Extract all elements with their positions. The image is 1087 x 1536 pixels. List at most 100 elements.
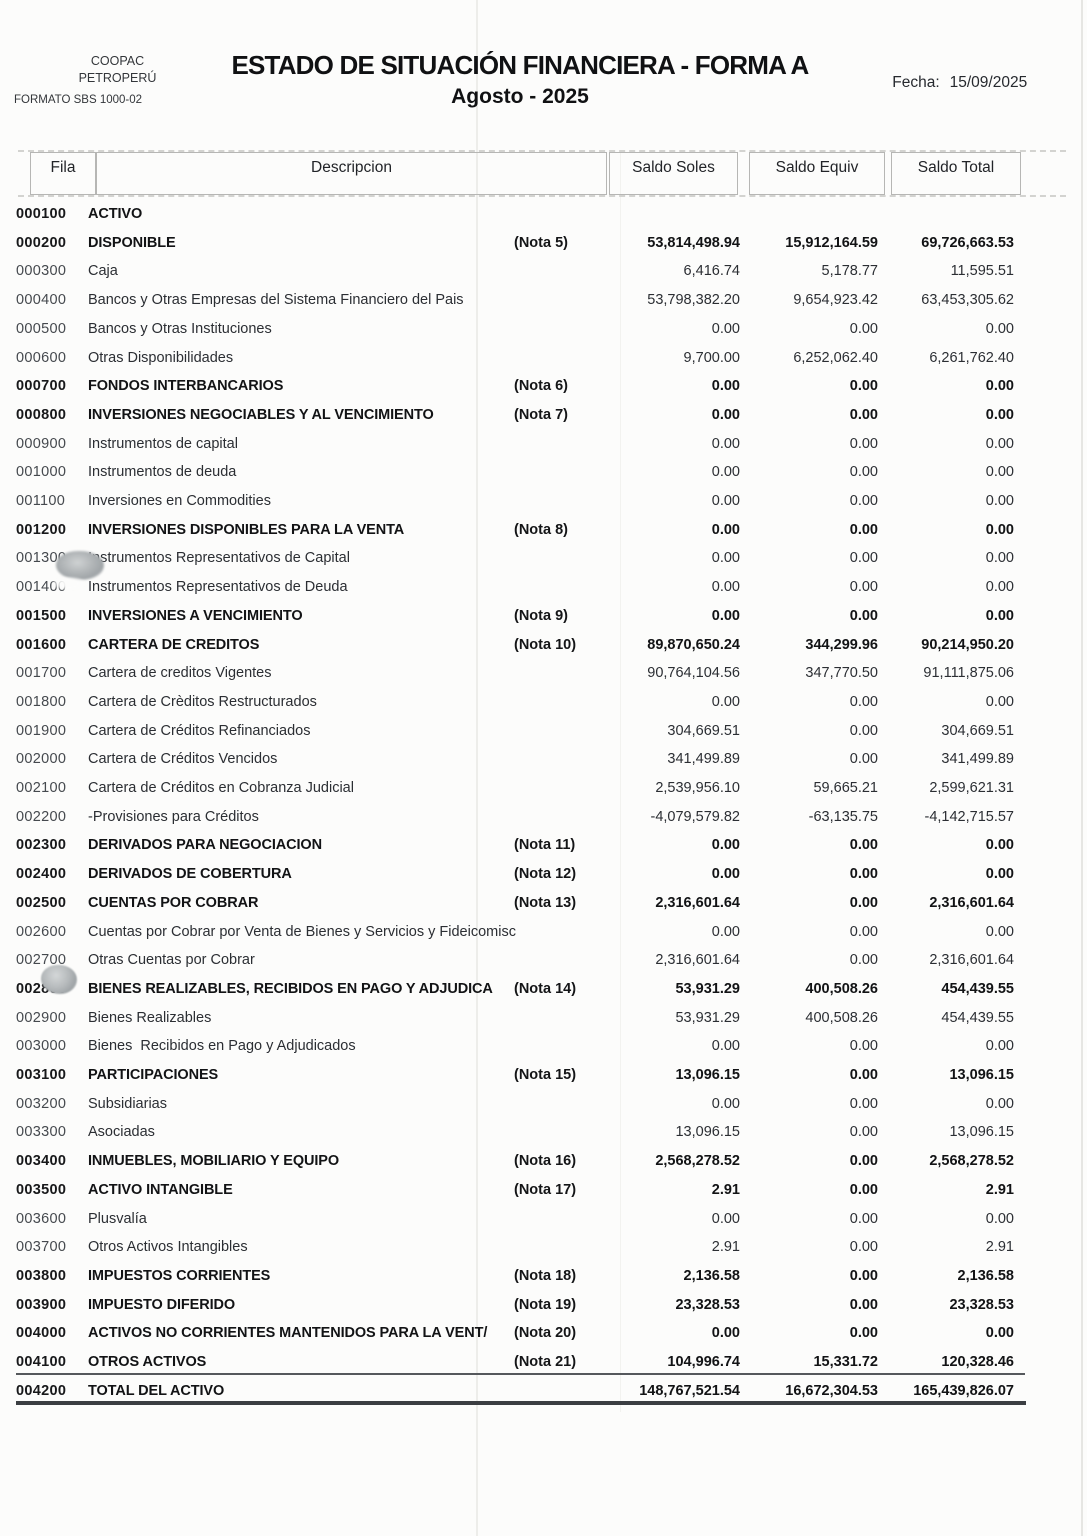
- table-row: 000100 ACTIVO: [0, 200, 1087, 229]
- row-saldo-equiv: 0.00: [849, 952, 878, 969]
- report-date: Fecha: 15/09/2025: [875, 56, 1075, 110]
- row-saldo-soles: 23,328.53: [675, 1296, 740, 1313]
- row-saldo-equiv: 0.00: [849, 550, 878, 567]
- table-row: 001800 Cartera de Crèditos Restructurado…: [0, 688, 1087, 717]
- table-row: 002300 DERIVADOS PARA NEGOCIACION (Nota …: [0, 831, 1087, 860]
- row-desc: Bienes Recibidos en Pago y Adjudicados: [88, 1038, 356, 1055]
- row-desc: Plusvalía: [88, 1210, 147, 1227]
- row-code: 000200: [16, 234, 67, 251]
- row-saldo-soles: 0.00: [711, 923, 740, 940]
- row-saldo-total: 304,669.51: [941, 722, 1014, 739]
- row-code: 003600: [16, 1210, 67, 1227]
- row-saldo-equiv: 0.00: [849, 693, 878, 710]
- row-nota: (Nota 9): [514, 607, 568, 624]
- row-saldo-soles: -4,079,579.82: [650, 808, 741, 825]
- row-code: 004000: [16, 1325, 67, 1342]
- row-code: 000900: [16, 435, 67, 452]
- row-code: 004100: [16, 1354, 67, 1370]
- row-saldo-equiv: 400,508.26: [805, 980, 878, 997]
- row-saldo-equiv: 0.00: [849, 1124, 878, 1141]
- row-nota: (Nota 18): [514, 1267, 577, 1284]
- row-saldo-total: 0.00: [985, 320, 1014, 337]
- row-desc: Otras Disponibilidades: [88, 349, 234, 366]
- row-desc: Otros Activos Intangibles: [88, 1239, 248, 1256]
- row-code: 002000: [16, 751, 67, 768]
- row-saldo-equiv: 0.00: [849, 435, 878, 452]
- row-saldo-total: 0.00: [985, 521, 1014, 538]
- row-saldo-equiv: 0.00: [849, 579, 878, 596]
- row-code: 002700: [16, 952, 67, 969]
- table-row: 002100 Cartera de Créditos en Cobranza J…: [0, 774, 1087, 803]
- row-desc: Otras Cuentas por Cobrar: [88, 952, 255, 969]
- row-saldo-equiv: 6,252,062.40: [793, 349, 878, 366]
- table-row: 001400 Instrumentos Representativos de D…: [0, 573, 1087, 602]
- table-row: 000500 Bancos y Otras Instituciones 0.00…: [0, 315, 1087, 344]
- format-label: FORMATO SBS 1000-02: [14, 94, 143, 106]
- row-saldo-soles: 53,814,498.94: [647, 234, 740, 251]
- row-saldo-equiv: 5,178.77: [821, 263, 878, 280]
- row-code: 000700: [16, 378, 67, 395]
- row-nota: (Nota 7): [514, 406, 568, 423]
- row-saldo-equiv: 0.00: [849, 894, 878, 911]
- row-saldo-total: 90,214,950.20: [921, 636, 1014, 653]
- row-saldo-total: 2,599,621.31: [929, 780, 1014, 796]
- table-row: 004200 TOTAL DEL ACTIVO 148,767,521.54 1…: [0, 1377, 1087, 1406]
- row-saldo-soles: 0.00: [711, 464, 740, 481]
- vertical-fold-line: [476, 0, 478, 1536]
- table-row: 003600 Plusvalía 0.00 0.00 0.00: [0, 1205, 1087, 1234]
- row-desc: OTROS ACTIVOS: [88, 1354, 207, 1370]
- row-desc: Cartera de Créditos Refinanciados: [88, 722, 311, 739]
- row-code: 001600: [16, 636, 67, 653]
- row-saldo-equiv: 16,672,304.53: [785, 1382, 878, 1399]
- row-saldo-total: 63,453,305.62: [921, 292, 1014, 309]
- row-desc: Caja: [88, 263, 118, 280]
- row-saldo-total: 0.00: [985, 550, 1014, 567]
- row-saldo-soles: 9,700.00: [683, 349, 740, 366]
- row-code: 003500: [16, 1181, 67, 1198]
- row-saldo-equiv: 0.00: [849, 521, 878, 538]
- row-code: 000600: [16, 349, 67, 366]
- paper-edge-line: [1081, 0, 1083, 1536]
- row-saldo-total: 0.00: [985, 693, 1014, 710]
- row-desc: Bancos y Otras Instituciones: [88, 320, 272, 337]
- row-nota: (Nota 17): [514, 1181, 577, 1198]
- row-saldo-soles: 2,136.58: [683, 1267, 740, 1284]
- table-row: 000400 Bancos y Otras Empresas del Siste…: [0, 286, 1087, 315]
- row-saldo-total: 23,328.53: [949, 1296, 1014, 1313]
- row-desc: Subsidiarias: [88, 1095, 167, 1112]
- table-row: 001000 Instrumentos de deuda 0.00 0.00 0…: [0, 458, 1087, 487]
- row-saldo-soles: 0.00: [711, 406, 740, 423]
- ink-smudge-over-code-001300: [56, 551, 104, 580]
- column-header-saldo-equiv: Saldo Equiv: [749, 152, 885, 195]
- statement-rows: 000100 ACTIVO 000200 DISPONIBLE (Nota 5)…: [0, 200, 1087, 1410]
- row-saldo-soles: 0.00: [711, 1038, 740, 1055]
- row-code: 003900: [16, 1296, 67, 1313]
- date-value: 15/09/2025: [949, 74, 1028, 91]
- table-row: 000200 DISPONIBLE (Nota 5) 53,814,498.94…: [0, 229, 1087, 258]
- column-header-saldo-soles: Saldo Soles: [609, 152, 738, 195]
- row-desc: DERIVADOS PARA NEGOCIACION: [88, 837, 322, 854]
- row-desc: Inversiones en Commodities: [88, 493, 271, 509]
- row-code: 003100: [16, 1067, 67, 1083]
- row-saldo-equiv: 0.00: [849, 1067, 878, 1083]
- row-saldo-soles: 0.00: [711, 521, 740, 538]
- table-row: 003300 Asociadas 13,096.15 0.00 13,096.1…: [0, 1118, 1087, 1147]
- table-row: 003000 Bienes Recibidos en Pago y Adjudi…: [0, 1032, 1087, 1061]
- row-saldo-soles: 0.00: [711, 493, 740, 509]
- row-nota: (Nota 8): [514, 521, 568, 538]
- row-saldo-equiv: 0.00: [849, 1210, 878, 1227]
- row-nota: (Nota 5): [514, 234, 568, 251]
- row-saldo-equiv: 15,331.72: [813, 1354, 878, 1370]
- row-saldo-soles: 0.00: [711, 435, 740, 452]
- row-saldo-total: 0.00: [985, 378, 1014, 395]
- row-saldo-soles: 0.00: [711, 1325, 740, 1342]
- row-saldo-total: 0.00: [985, 607, 1014, 624]
- row-desc: Instrumentos de capital: [88, 435, 238, 452]
- row-desc: Instrumentos Representativos de Capital: [88, 550, 350, 567]
- row-nota: (Nota 10): [514, 636, 577, 653]
- table-row: 001200 INVERSIONES DISPONIBLES PARA LA V…: [0, 516, 1087, 545]
- row-saldo-equiv: 400,508.26: [805, 1009, 878, 1026]
- row-desc: Instrumentos Representativos de Deuda: [88, 579, 348, 596]
- row-saldo-equiv: 0.00: [849, 1239, 878, 1256]
- row-code: 004200: [16, 1382, 67, 1399]
